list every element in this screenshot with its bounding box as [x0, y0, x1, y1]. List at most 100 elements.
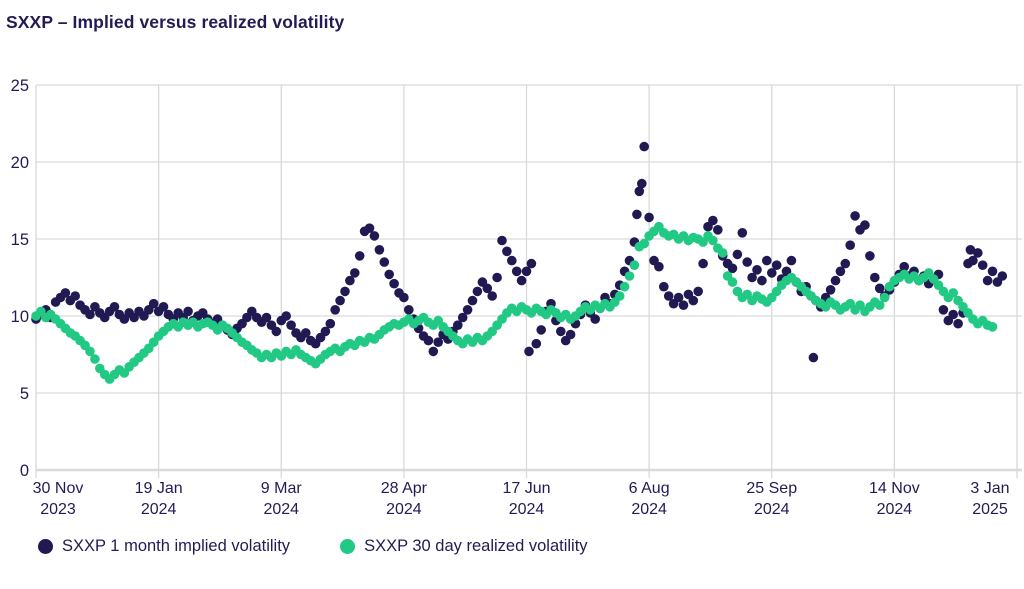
scatter-point [428, 346, 439, 357]
scatter-point [982, 275, 993, 286]
scatter-point [673, 292, 684, 303]
x-tick-label: 2024 [141, 501, 177, 518]
scatter-point [953, 318, 963, 329]
scatter-point [948, 288, 958, 298]
scatter-point [835, 266, 846, 277]
scatter-point [632, 209, 642, 220]
scatter-point [301, 328, 311, 338]
scatter-point [507, 255, 517, 266]
scatter-point [330, 305, 341, 315]
scatter-point [659, 281, 669, 292]
x-tick-label: 2024 [263, 501, 299, 518]
scatter-point [374, 245, 385, 255]
x-tick-label: 2024 [877, 501, 913, 518]
scatter-point [713, 225, 723, 235]
scatter-point [938, 305, 949, 315]
scatter-point [747, 272, 757, 283]
scatter-point [965, 245, 976, 255]
scatter-point [524, 346, 534, 357]
scatter-point [874, 283, 885, 294]
scatter-point [404, 305, 414, 315]
scatter-point [526, 258, 537, 269]
scatter-point [717, 248, 728, 258]
scatter-point [634, 186, 645, 197]
scatter-point [384, 269, 395, 280]
implied-series-dot-icon [38, 539, 53, 554]
scatter-point [379, 257, 390, 267]
scatter-point [698, 258, 708, 269]
scatter-point [85, 309, 95, 320]
scatter-point [453, 320, 463, 331]
scatter-point [637, 178, 647, 189]
scatter-point [708, 215, 718, 226]
scatter-point [830, 275, 841, 286]
scatter-point [482, 283, 493, 294]
scatter-point [619, 281, 630, 292]
scatter-point [771, 260, 782, 271]
x-tick-label: 28 Apr [381, 480, 428, 497]
scatter-point [502, 246, 512, 257]
scatter-point [968, 255, 978, 266]
scatter-point [688, 295, 699, 306]
scatter-point [457, 312, 468, 323]
x-tick-label: 6 Aug [629, 480, 670, 497]
scatter-point [727, 263, 738, 274]
scatter-point [467, 295, 478, 306]
x-tick-label: 2023 [40, 501, 76, 518]
scatter-point [732, 249, 743, 260]
scatter-point [556, 326, 566, 337]
scatter-point [511, 266, 522, 277]
x-tick-label: 2024 [386, 501, 422, 518]
scatter-point [90, 354, 100, 364]
scatter-point [320, 326, 331, 337]
x-tick-label: 17 Jun [502, 480, 550, 497]
scatter-point [487, 291, 498, 301]
scatter-point [148, 298, 159, 309]
scatter-point [708, 235, 718, 246]
scatter-point [369, 231, 380, 241]
scatter-point [614, 291, 625, 301]
scatter-point [693, 286, 703, 297]
scatter-point [629, 260, 640, 271]
scatter-point [389, 278, 399, 289]
scatter-point [997, 271, 1008, 281]
scatter-point [624, 271, 635, 281]
scatter-point [158, 302, 169, 312]
scatter-point [752, 265, 762, 275]
x-tick-label: 19 Jan [135, 480, 183, 497]
scatter-point [345, 275, 355, 286]
scatter-point [335, 295, 345, 306]
legend-label-implied: SXXP 1 month implied volatility [62, 537, 291, 555]
scatter-point [879, 292, 890, 303]
scatter-point [767, 268, 777, 278]
scatter-point [644, 212, 654, 223]
scatter-point [281, 311, 292, 321]
y-tick-label: 20 [11, 154, 29, 172]
scatter-point [757, 275, 767, 286]
y-tick-label: 0 [20, 462, 29, 480]
scatter-point [85, 346, 95, 357]
scatter-point [808, 352, 819, 363]
legend-item-implied: SXXP 1 month implied volatility [38, 537, 290, 556]
scatter-point [870, 272, 880, 283]
scatter-point [639, 141, 649, 152]
scatter-point [840, 258, 851, 269]
scatter-point [70, 291, 80, 301]
scatter-point [825, 285, 836, 295]
scatter-point [354, 251, 365, 261]
scatter-point [350, 268, 360, 278]
y-tick-label: 15 [11, 231, 29, 249]
scatter-point [987, 266, 998, 277]
scatter-point [639, 238, 649, 249]
scatter-point [433, 337, 444, 348]
chart-title: SXXP – Implied versus realized volatilit… [6, 12, 345, 32]
scatter-point [874, 300, 885, 311]
scatter-point [845, 240, 855, 250]
scatter-point [727, 277, 738, 287]
scatter-point [423, 335, 434, 346]
scatter-point [860, 220, 870, 230]
scatter-point [183, 306, 193, 317]
scatter-point [325, 318, 336, 329]
scatter-point [786, 255, 797, 266]
